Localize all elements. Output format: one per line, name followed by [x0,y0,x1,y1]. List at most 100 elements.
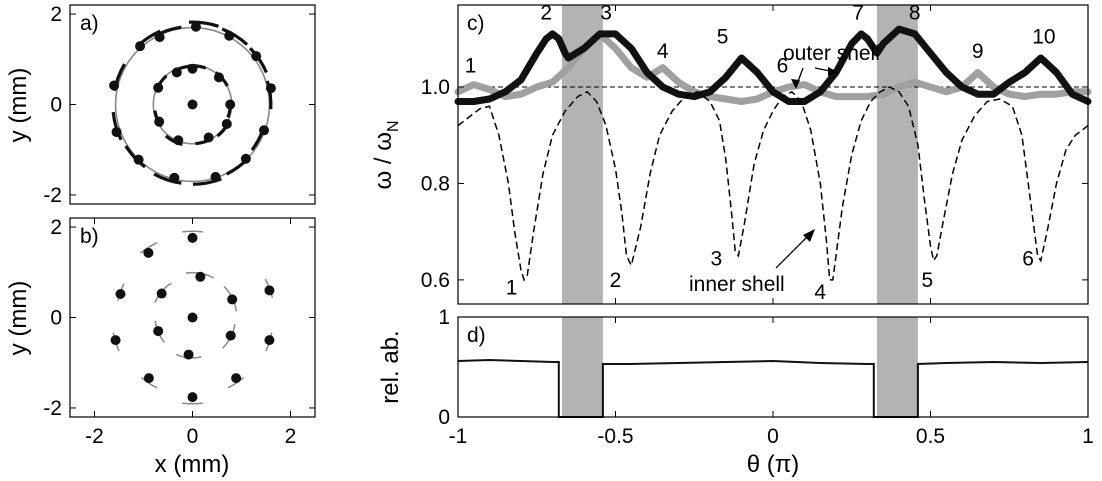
panel-a-y-ticks: -2 0 2 [43,3,315,207]
trajectory-arc [113,63,126,92]
panel-b-x-tick-label: -2 [85,425,104,448]
ion-marker [227,294,238,305]
peak-label: 5 [717,26,729,49]
trajectory-trace [140,376,158,389]
ion-marker [183,349,194,360]
panel-d-x-tick-label: 1 [1082,425,1094,448]
panel-a: -2 0 2 a) y (mm) [5,3,316,207]
panel-d-label: d) [467,324,486,347]
ion-marker [225,99,236,110]
panel-d-y-tick-label: 1 [438,306,450,329]
dip-label: 2 [610,269,622,292]
panel-d-y-ticks: 01 [438,306,1088,429]
panel-c-y-ticks: 0.6 0.8 1.0 [421,76,1088,292]
trajectory-trace [139,241,158,254]
ion-marker [153,82,164,93]
peak-label: 2 [540,1,552,24]
panel-b-y-axis-label: y (mm) [5,281,32,356]
panel-c-peak-labels: 1 2 3 4 5 6 7 8 9 10 [465,1,1056,77]
panel-b-x-axis-label: x (mm) [155,451,230,478]
panel-a-ion-markers [109,21,276,183]
shaded-band-2 [876,5,918,304]
panel-b-x-tick-label: 2 [285,425,297,448]
ion-marker [154,116,165,127]
ion-marker [133,154,144,165]
panel-d-x-tick-label: 0.5 [916,425,945,448]
trajectory-trace [182,402,203,405]
dip-label: 4 [814,281,826,304]
peak-label: 3 [600,1,612,24]
panel-c: 1 2 3 4 5 6 7 8 9 10 1 2 3 4 5 6 outer shell inner she… [370,1,1092,305]
dip-label: 6 [1022,247,1034,270]
ion-marker [221,118,232,129]
ion-marker [109,80,120,91]
ion-marker [110,335,121,346]
trajectory-arc [265,80,273,110]
panel-c-x-ticks [457,5,1089,304]
panel-d-x-ticks: -1 -0.5 0 0.5 1 [449,317,1094,448]
ion-marker [143,373,154,384]
panel-d-frame [457,316,1089,418]
outer-shell-annotation: outer shell [783,42,880,65]
panel-b: -2 0 2 -2 0 2 b) y (mm) x (mm) [5,216,316,478]
panel-d-x-tick-label: -0.5 [597,425,633,448]
panel-c-annotations: outer shell inner shell [689,42,880,296]
inner-shell-arrowhead [803,229,815,242]
panel-a-y-tick-label: 2 [50,3,62,26]
ion-marker [259,125,270,136]
dip-label: 1 [506,276,518,299]
panel-d-series [457,358,1089,418]
ion-marker [265,83,276,94]
ion-marker [190,21,201,32]
ion-marker [187,312,198,323]
ion-marker [156,288,167,299]
inner-shell-annotation: inner shell [689,273,785,296]
panel-d-x-tick-label: -1 [449,425,468,448]
trajectory-arc [153,25,182,38]
ion-marker [135,41,146,52]
panel-b-y-tick-label: -2 [43,397,62,420]
panel-c-y-tick-label: 1.0 [421,76,450,99]
series-line-dark [454,25,1092,105]
ion-marker [264,285,275,296]
panel-c-frame [457,4,1089,305]
ion-marker [143,247,154,258]
panel-d-y-tick-label: 0 [438,406,450,429]
trajectory-arc [192,177,222,186]
ion-marker [210,171,221,182]
panel-b-label: b) [80,225,99,248]
peak-label: 9 [972,40,984,63]
shaded-band-1 [561,317,603,417]
ion-marker [203,132,214,143]
ion-marker [187,392,198,403]
panel-d-x-axis-label: θ (π) [747,451,800,478]
panel-c-dip-labels: 1 2 3 4 5 6 [506,247,1034,304]
ion-marker [173,135,184,146]
ion-marker [171,67,182,78]
ion-marker [195,271,206,282]
panel-b-x-ticks: -2 0 2 [85,218,296,448]
peak-label: 7 [852,1,864,24]
trajectory-arc [188,20,219,28]
ion-marker [264,335,275,346]
panel-b-y-tick-label: 2 [50,216,62,239]
panel-a-y-tick-label: 0 [50,94,62,117]
trajectory-arc [111,111,123,141]
panel-a-trajectory-arcs [111,20,273,186]
panel-c-y-axis-subscript: N [385,120,402,132]
panel-c-y-axis-label: ω / ωN [370,120,402,189]
panel-d-x-tick-label: 0 [767,425,779,448]
panel-b-ion-markers [110,232,275,403]
ion-marker [153,326,164,337]
trajectory-arc [153,172,182,185]
ion-marker [187,63,198,74]
ion-marker [187,232,198,243]
series-line-dashed [457,86,1089,282]
ion-marker [154,32,165,43]
peak-label: 10 [1032,26,1055,49]
shaded-band-2 [876,317,918,417]
ion-marker [115,288,126,299]
trajectory-trace [182,230,203,233]
panel-d-shaded-bands [561,317,918,417]
